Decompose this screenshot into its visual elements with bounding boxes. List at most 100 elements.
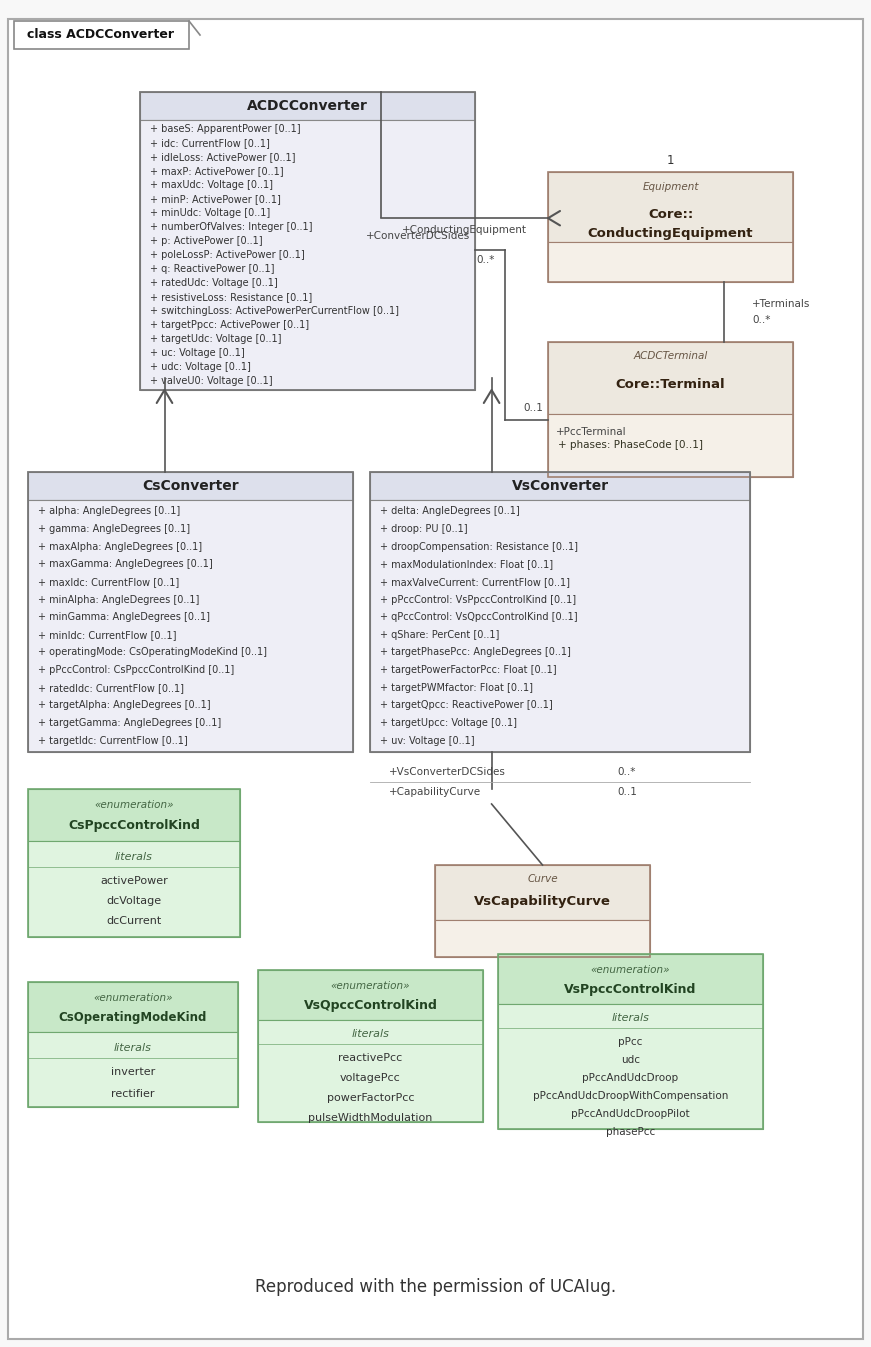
Text: ACDCTerminal: ACDCTerminal (633, 352, 707, 361)
Text: «enumeration»: «enumeration» (331, 981, 410, 991)
Text: 1: 1 (666, 154, 674, 167)
Text: activePower: activePower (100, 876, 168, 886)
Bar (498, 1004, 763, 1129)
Bar (28, 500, 353, 752)
Text: + idleLoss: ActivePower [0..1]: + idleLoss: ActivePower [0..1] (150, 152, 295, 162)
Text: +CapabilityCurve: +CapabilityCurve (389, 787, 481, 797)
Text: + operatingMode: CsOperatingModeKind [0..1]: + operatingMode: CsOperatingModeKind [0.… (38, 648, 267, 657)
Text: + valveU0: Voltage [0..1]: + valveU0: Voltage [0..1] (150, 376, 273, 385)
Text: + minUdc: Voltage [0..1]: + minUdc: Voltage [0..1] (150, 207, 270, 218)
Text: + targetAlpha: AngleDegrees [0..1]: + targetAlpha: AngleDegrees [0..1] (38, 700, 211, 710)
Text: + uv: Voltage [0..1]: + uv: Voltage [0..1] (380, 735, 475, 745)
Bar (28, 789, 240, 841)
Text: + minGamma: AngleDegrees [0..1]: + minGamma: AngleDegrees [0..1] (38, 612, 210, 622)
Text: + phases: PhaseCode [0..1]: + phases: PhaseCode [0..1] (558, 440, 703, 450)
Text: + maxUdc: Voltage [0..1]: + maxUdc: Voltage [0..1] (150, 180, 273, 190)
Text: literals: literals (352, 1029, 389, 1039)
Text: Core::: Core:: (648, 207, 693, 221)
Text: CsConverter: CsConverter (142, 480, 239, 493)
Text: + maxGamma: AngleDegrees [0..1]: + maxGamma: AngleDegrees [0..1] (38, 559, 213, 570)
Text: +PccTerminal: +PccTerminal (556, 427, 626, 438)
Text: + minIdc: CurrentFlow [0..1]: + minIdc: CurrentFlow [0..1] (38, 630, 177, 640)
Text: + alpha: AngleDegrees [0..1]: + alpha: AngleDegrees [0..1] (38, 506, 180, 516)
Bar (548, 414, 793, 477)
Text: + pPccControl: CsPpccControlKind [0..1]: + pPccControl: CsPpccControlKind [0..1] (38, 665, 234, 675)
Text: 0..1: 0..1 (523, 403, 543, 414)
Text: + targetPWMfactor: Float [0..1]: + targetPWMfactor: Float [0..1] (380, 683, 533, 692)
Text: + targetPowerFactorPcc: Float [0..1]: + targetPowerFactorPcc: Float [0..1] (380, 665, 557, 675)
Text: literals: literals (114, 1043, 152, 1053)
Text: reactivePcc: reactivePcc (338, 1053, 402, 1063)
Text: 0..1: 0..1 (617, 787, 637, 797)
Text: rectifier: rectifier (111, 1088, 155, 1099)
Bar (548, 342, 793, 477)
Text: + droopCompensation: Resistance [0..1]: + droopCompensation: Resistance [0..1] (380, 541, 578, 552)
Text: + qPccControl: VsQpccControlKind [0..1]: + qPccControl: VsQpccControlKind [0..1] (380, 612, 577, 622)
Bar (140, 92, 475, 391)
Text: + qShare: PerCent [0..1]: + qShare: PerCent [0..1] (380, 630, 499, 640)
Bar (370, 471, 750, 500)
Text: Core::Terminal: Core::Terminal (616, 377, 726, 391)
Text: ACDCConverter: ACDCConverter (247, 98, 368, 113)
Text: + baseS: ApparentPower [0..1]: + baseS: ApparentPower [0..1] (150, 124, 300, 135)
Bar (140, 92, 475, 120)
Text: pulseWidthModulation: pulseWidthModulation (308, 1113, 433, 1123)
Bar (498, 954, 763, 1129)
Text: + droop: PU [0..1]: + droop: PU [0..1] (380, 524, 468, 533)
Text: + uc: Voltage [0..1]: + uc: Voltage [0..1] (150, 348, 245, 358)
Text: 0..*: 0..* (476, 255, 495, 264)
Bar (370, 500, 750, 752)
Bar (498, 954, 763, 1004)
Bar (548, 172, 793, 282)
Text: pPccAndUdcDroopWithCompensation: pPccAndUdcDroopWithCompensation (533, 1091, 728, 1100)
Text: literals: literals (611, 1013, 650, 1022)
Text: voltagePcc: voltagePcc (340, 1074, 401, 1083)
Text: + poleLossP: ActivePower [0..1]: + poleLossP: ActivePower [0..1] (150, 251, 305, 260)
Bar (548, 172, 793, 242)
Text: + targetUpcc: Voltage [0..1]: + targetUpcc: Voltage [0..1] (380, 718, 517, 727)
Text: + maxP: ActivePower [0..1]: + maxP: ActivePower [0..1] (150, 166, 284, 176)
Text: ConductingEquipment: ConductingEquipment (588, 228, 753, 241)
Text: Equipment: Equipment (642, 182, 699, 193)
Text: inverter: inverter (111, 1067, 155, 1078)
Text: + idc: CurrentFlow [0..1]: + idc: CurrentFlow [0..1] (150, 139, 270, 148)
Text: + numberOfValves: Integer [0..1]: + numberOfValves: Integer [0..1] (150, 222, 313, 232)
Text: 0..*: 0..* (617, 766, 635, 777)
Text: pPcc: pPcc (618, 1037, 643, 1047)
Bar (28, 982, 238, 1032)
Text: + targetQpcc: ReactivePower [0..1]: + targetQpcc: ReactivePower [0..1] (380, 700, 553, 710)
Bar (28, 841, 240, 938)
Bar (258, 1020, 483, 1122)
Text: + switchingLoss: ActivePowerPerCurrentFlow [0..1]: + switchingLoss: ActivePowerPerCurrentFl… (150, 306, 399, 317)
Bar (370, 471, 750, 752)
Text: + targetPhasePcc: AngleDegrees [0..1]: + targetPhasePcc: AngleDegrees [0..1] (380, 648, 571, 657)
Text: + maxIdc: CurrentFlow [0..1]: + maxIdc: CurrentFlow [0..1] (38, 577, 179, 587)
Text: + udc: Voltage [0..1]: + udc: Voltage [0..1] (150, 362, 251, 372)
Text: Curve: Curve (527, 874, 557, 884)
Text: pPccAndUdcDroopPilot: pPccAndUdcDroopPilot (571, 1109, 690, 1119)
Text: + pPccControl: VsPpccControlKind [0..1]: + pPccControl: VsPpccControlKind [0..1] (380, 594, 576, 605)
Text: + gamma: AngleDegrees [0..1]: + gamma: AngleDegrees [0..1] (38, 524, 190, 533)
Text: «enumeration»: «enumeration» (94, 800, 173, 810)
Text: CsOperatingModeKind: CsOperatingModeKind (59, 1012, 207, 1025)
Text: + targetGamma: AngleDegrees [0..1]: + targetGamma: AngleDegrees [0..1] (38, 718, 221, 727)
Text: + ratedIdc: CurrentFlow [0..1]: + ratedIdc: CurrentFlow [0..1] (38, 683, 184, 692)
Bar (435, 865, 650, 956)
Bar (435, 920, 650, 956)
Text: «enumeration»: «enumeration» (93, 993, 172, 1004)
Text: + maxValveCurrent: CurrentFlow [0..1]: + maxValveCurrent: CurrentFlow [0..1] (380, 577, 570, 587)
Text: + delta: AngleDegrees [0..1]: + delta: AngleDegrees [0..1] (380, 506, 520, 516)
Text: + targetIdc: CurrentFlow [0..1]: + targetIdc: CurrentFlow [0..1] (38, 735, 188, 745)
Bar (28, 789, 240, 938)
Text: VsPpccControlKind: VsPpccControlKind (564, 983, 697, 997)
Text: pPccAndUdcDroop: pPccAndUdcDroop (583, 1074, 679, 1083)
Text: udc: udc (621, 1055, 640, 1065)
Text: +VsConverterDCSides: +VsConverterDCSides (389, 766, 506, 777)
Text: + targetUdc: Voltage [0..1]: + targetUdc: Voltage [0..1] (150, 334, 281, 343)
Text: literals: literals (115, 853, 153, 862)
Text: + resistiveLoss: Resistance [0..1]: + resistiveLoss: Resistance [0..1] (150, 292, 312, 302)
Bar (548, 342, 793, 414)
Bar (140, 120, 475, 391)
Text: dcVoltage: dcVoltage (106, 896, 161, 907)
Text: + maxAlpha: AngleDegrees [0..1]: + maxAlpha: AngleDegrees [0..1] (38, 541, 202, 552)
